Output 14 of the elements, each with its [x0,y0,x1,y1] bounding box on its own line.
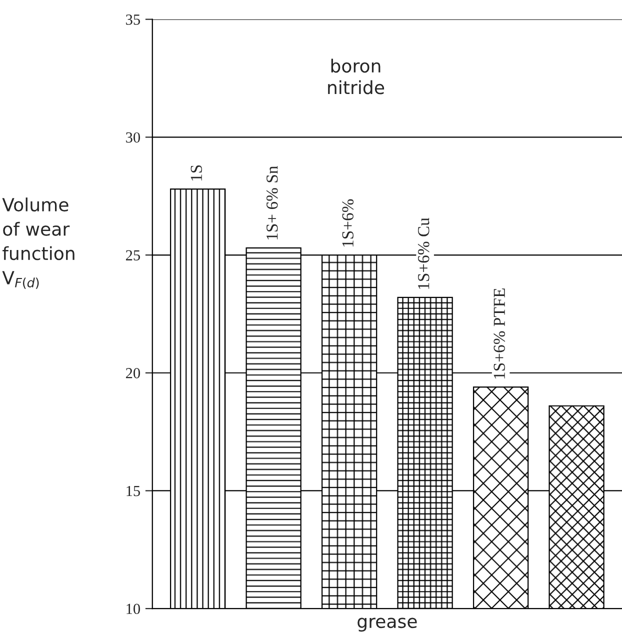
y-tick-label: 35 [126,14,140,25]
x-tick-label: 1S [190,165,202,180]
y-tick-label: 30 [126,132,140,143]
annotation: boron nitride [328,58,384,94]
x-tick-label: 1S+6% PTFE [494,288,506,378]
y-tick-label: 25 [126,250,140,260]
x-tick-label: 1S+6% Cu [418,218,430,289]
y-tick-label: 10 [126,604,140,614]
y-tick-label: 15 [126,486,140,496]
x-axis-title: grease [358,618,417,632]
x-tick-label: 1S+6% [342,199,354,246]
x-tick-label: 1S+ 6% Sn [266,166,278,240]
y-axis-title: Volume of wear function V$_{F(d)}$ [2,198,74,289]
y-tick-label: 20 [126,368,140,378]
